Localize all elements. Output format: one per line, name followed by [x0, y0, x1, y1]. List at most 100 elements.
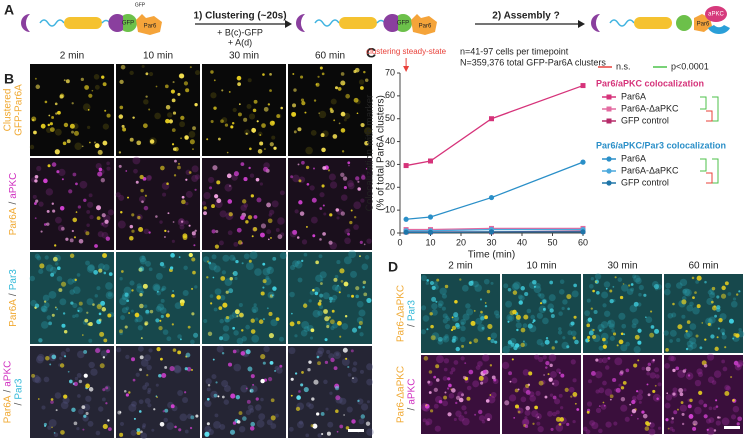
legend-label: Par6A-ΔaPKC: [621, 165, 679, 175]
spot: [342, 150, 344, 152]
haze: [665, 403, 671, 409]
haze: [584, 310, 590, 316]
row-label: Par6A/aPKC: [8, 173, 19, 236]
spot: [100, 363, 105, 368]
spot: [52, 210, 55, 213]
spot: [560, 374, 564, 378]
spot: [128, 391, 130, 393]
spot: [96, 205, 101, 210]
spot: [424, 356, 429, 361]
spot: [716, 295, 719, 298]
haze: [461, 405, 466, 410]
haze: [484, 279, 490, 285]
spot: [574, 340, 579, 345]
spot: [129, 236, 134, 241]
x-axis-label: Time (min): [468, 250, 515, 261]
spot: [250, 390, 252, 392]
haze: [222, 255, 229, 262]
spot: [69, 380, 73, 384]
spot: [270, 121, 275, 126]
spot: [72, 218, 77, 223]
spot: [222, 396, 225, 399]
spot: [214, 194, 218, 198]
spot: [694, 291, 697, 294]
spot: [732, 399, 735, 402]
row-label-part: /: [406, 407, 417, 410]
haze: [421, 275, 427, 281]
spot: [339, 268, 344, 273]
spot: [451, 329, 453, 331]
spot: [248, 167, 250, 169]
spot: [588, 318, 592, 322]
spot: [60, 95, 64, 99]
haze: [723, 367, 728, 372]
spot: [357, 112, 359, 114]
haze: [219, 319, 224, 324]
haze: [618, 313, 625, 320]
haze: [87, 126, 90, 129]
haze: [684, 332, 690, 338]
spot: [172, 98, 176, 102]
spot: [333, 119, 335, 121]
haze: [636, 394, 642, 400]
x-tick-label: 40: [517, 237, 527, 247]
spot: [136, 181, 139, 184]
haze: [55, 262, 58, 265]
x-tick-label: 60: [578, 237, 588, 247]
haze: [559, 394, 563, 398]
haze: [708, 377, 714, 383]
spot: [351, 349, 354, 352]
spot: [341, 211, 345, 215]
spot: [166, 313, 170, 317]
spot: [125, 325, 128, 328]
spot: [256, 178, 260, 182]
spot: [357, 187, 361, 191]
spot: [574, 316, 577, 319]
spot: [74, 382, 78, 386]
spot: [330, 319, 335, 324]
haze: [680, 279, 687, 286]
haze: [530, 315, 535, 320]
column-label: 2 min: [448, 261, 472, 272]
spot: [171, 294, 175, 298]
spot: [85, 231, 89, 235]
haze: [138, 325, 143, 330]
haze: [162, 286, 167, 291]
haze: [610, 336, 615, 341]
spot: [516, 329, 518, 331]
spot: [599, 405, 601, 407]
spot: [82, 145, 84, 147]
haze: [543, 355, 547, 359]
spot: [181, 221, 183, 223]
spot: [336, 208, 339, 211]
haze: [77, 394, 81, 398]
haze: [627, 288, 634, 295]
spot: [434, 388, 438, 392]
spot: [363, 71, 365, 73]
haze: [289, 292, 295, 298]
haze: [260, 182, 263, 185]
spot: [109, 272, 113, 276]
spot: [56, 308, 58, 310]
spot: [345, 315, 347, 317]
spot: [79, 380, 82, 383]
spot: [274, 370, 276, 372]
spot: [525, 425, 528, 428]
spot: [64, 330, 67, 333]
spot: [594, 310, 598, 314]
spot: [125, 293, 129, 297]
marker: [404, 163, 409, 168]
spot: [303, 304, 307, 308]
spot: [242, 416, 247, 421]
spot: [717, 336, 719, 338]
spot: [240, 162, 244, 166]
spot: [181, 200, 186, 205]
spot: [155, 215, 158, 218]
spot: [119, 151, 121, 153]
spot: [329, 297, 333, 301]
spot: [633, 363, 637, 367]
spot: [99, 168, 103, 172]
haze: [336, 216, 339, 219]
spot: [523, 315, 528, 320]
haze: [614, 357, 622, 365]
